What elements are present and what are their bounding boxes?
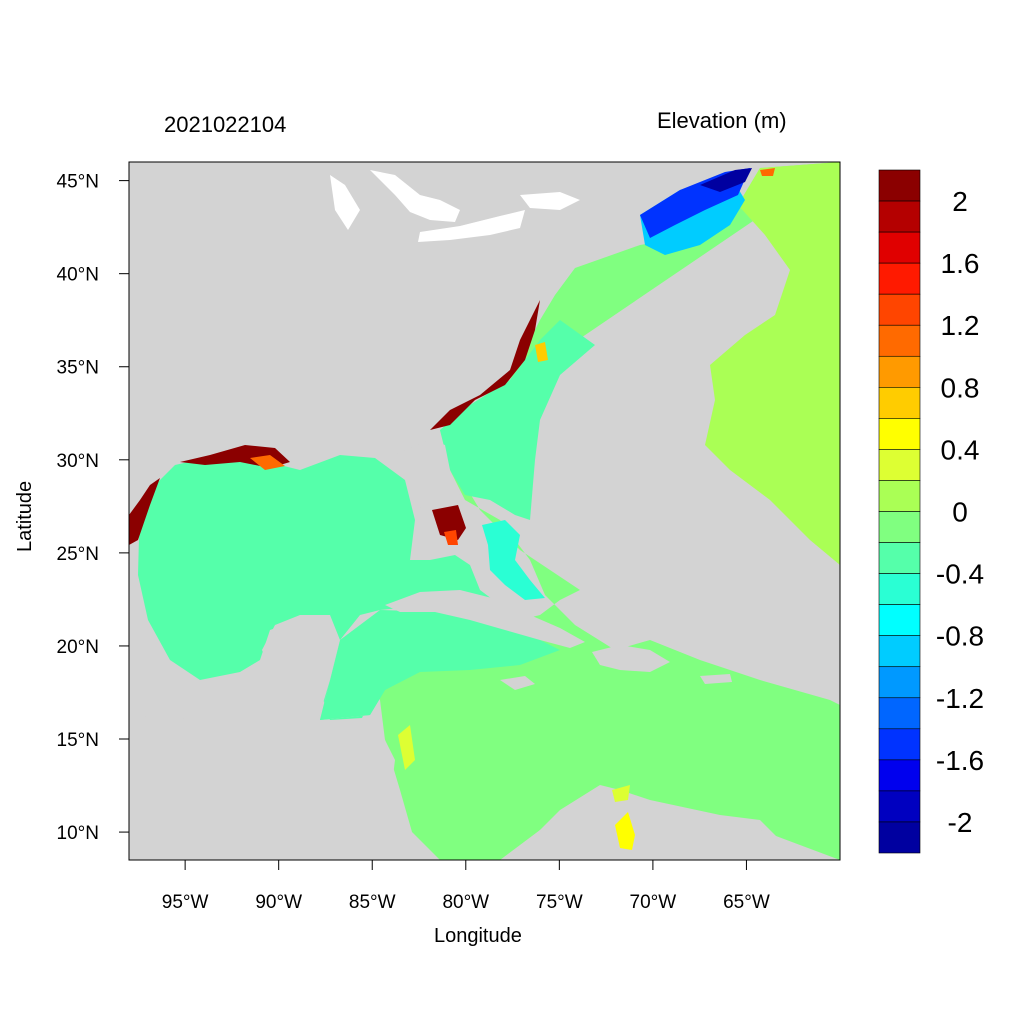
texas-coast-high [129, 478, 160, 545]
x-tick-label: 90°W [255, 892, 302, 913]
carolina-coast-high [430, 300, 540, 430]
colorbar-swatch [878, 200, 921, 233]
colorbar-swatch [878, 573, 921, 605]
colorbar-swatch [878, 293, 921, 326]
bay-of-fundy [700, 168, 752, 192]
y-axis-ticks: 45°N 40°N 35°N 30°N 25°N 20°N 15°N 10°N [57, 172, 129, 844]
x-tick-label: 65°W [723, 892, 770, 913]
puerto-rico [700, 674, 732, 684]
pamlico-surge [535, 342, 548, 362]
honduras-coast [398, 725, 415, 770]
colorbar-label: 0.4 [941, 434, 980, 465]
colorbar-swatch [878, 728, 921, 761]
y-tick-label: 25°N [57, 544, 99, 565]
colorbar-label: -1.2 [936, 683, 984, 714]
florida-tip-surge [444, 530, 458, 545]
colorbar-label: -2 [948, 807, 973, 838]
cuba [385, 590, 585, 648]
colorbar-label: -0.4 [936, 559, 984, 590]
colorbar-label: 2 [952, 186, 968, 217]
colorbar-swatch [878, 511, 921, 543]
colorbar-label: -0.8 [936, 621, 984, 652]
x-tick-label: 95°W [162, 892, 209, 913]
atlantic-ocean [370, 162, 840, 860]
colorbar-label: -1.6 [936, 745, 984, 776]
x-tick-label: 85°W [349, 892, 396, 913]
x-tick-label: 70°W [630, 892, 677, 913]
colorbar-labels: 2 1.6 1.2 0.8 0.4 0 -0.4 -0.8 -1.2 -1.6 -2 [936, 186, 984, 838]
yucatan-peninsula [262, 615, 340, 720]
caribbean-west [320, 610, 560, 720]
colorbar-swatch [878, 604, 921, 636]
y-axis-label: Latitude [14, 480, 36, 552]
variable-title: Elevation (m) [657, 108, 787, 133]
y-tick-label: 35°N [57, 358, 99, 379]
hispaniola [592, 645, 670, 672]
bahamas-banks [482, 520, 545, 600]
colorbar-label: 0.8 [941, 372, 980, 403]
colorbar-swatch [878, 387, 921, 419]
colorbar-swatch [878, 480, 921, 512]
louisiana-surge [250, 455, 285, 470]
gulf-of-mexico [138, 455, 500, 720]
plot-frame [128, 161, 841, 861]
y-tick-label: 10°N [57, 823, 99, 844]
colorbar-swatch [878, 821, 921, 854]
colorbar-swatch [878, 169, 921, 202]
x-axis-label: Longitude [434, 925, 522, 947]
colorbar-swatch [878, 418, 921, 450]
x-tick-label: 75°W [536, 892, 583, 913]
colorbar-swatch [878, 759, 921, 792]
atlantic-coastal-band [440, 320, 595, 520]
colorbar-label: 0 [952, 497, 968, 528]
x-axis-ticks: 95°W 90°W 85°W 80°W 75°W 70°W 65°W [162, 860, 770, 913]
colorbar-swatch [878, 697, 921, 730]
colorbar-swatch [878, 324, 921, 357]
nova-scotia-high [760, 168, 775, 176]
south-america [500, 795, 840, 860]
colorbar-swatch [878, 231, 921, 264]
x-tick-label: 80°W [442, 892, 489, 913]
great-lakes [330, 170, 580, 242]
colorbar-label: 1.2 [941, 310, 980, 341]
y-tick-label: 45°N [57, 172, 99, 193]
colorbar-swatch [878, 355, 921, 388]
east-atlantic-zone [705, 162, 840, 565]
colorbar [878, 169, 921, 854]
colorbar-swatch [878, 262, 921, 295]
central-america [129, 715, 440, 860]
colorbar-swatch [878, 635, 921, 668]
colorbar-swatch [878, 790, 921, 823]
venezuela-coast [612, 785, 630, 802]
colorbar-label: 1.6 [941, 248, 980, 279]
colorbar-swatch [878, 449, 921, 481]
y-tick-label: 40°N [57, 265, 99, 286]
map-plot-area [129, 162, 840, 860]
colorbar-swatch [878, 542, 921, 574]
maracaibo-high [615, 812, 635, 850]
jamaica [500, 676, 535, 690]
timestamp-title: 2021022104 [164, 112, 287, 137]
y-tick-label: 20°N [57, 637, 99, 658]
south-florida-high [432, 505, 466, 540]
y-tick-label: 15°N [57, 730, 99, 751]
colorbar-swatch [878, 666, 921, 699]
y-tick-label: 30°N [57, 451, 99, 472]
